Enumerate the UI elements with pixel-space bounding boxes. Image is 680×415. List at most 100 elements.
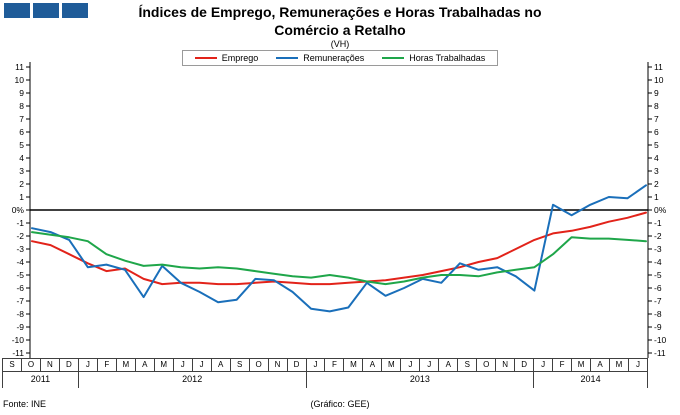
svg-text:1: 1 [19, 192, 24, 202]
svg-text:11: 11 [15, 62, 24, 72]
x-axis-month-label: J [420, 359, 440, 371]
svg-text:-8: -8 [16, 309, 24, 319]
svg-text:10: 10 [15, 75, 25, 85]
x-axis-month-label: M [572, 359, 592, 371]
x-axis-month-label: F [553, 359, 573, 371]
svg-text:-2: -2 [654, 231, 662, 241]
svg-text:0%: 0% [12, 205, 25, 215]
credit-note: (Gráfico: GEE) [310, 399, 370, 409]
svg-text:-7: -7 [654, 296, 662, 306]
x-axis-month-label: J [401, 359, 421, 371]
x-axis-month-label: O [250, 359, 269, 371]
svg-text:-6: -6 [654, 283, 662, 293]
chart-subtitle: (VH) [330, 39, 350, 49]
svg-text:-3: -3 [654, 244, 662, 254]
svg-text:1: 1 [654, 192, 659, 202]
legend-item-remuneracoes: Remunerações [276, 53, 364, 63]
svg-text:6: 6 [19, 127, 24, 137]
svg-text:-2: -2 [16, 231, 24, 241]
svg-text:10: 10 [654, 75, 664, 85]
svg-text:-1: -1 [654, 218, 662, 228]
x-axis-month-label: J [629, 359, 648, 371]
x-axis-month-label: N [496, 359, 516, 371]
svg-text:11: 11 [654, 62, 663, 72]
x-axis-year-label: 2013 [307, 372, 535, 388]
svg-text:8: 8 [654, 101, 659, 111]
logo-square [4, 3, 30, 18]
svg-text:2: 2 [19, 179, 24, 189]
x-axis-year-label: 2011 [3, 372, 79, 388]
legend-label-horas-trabalhadas: Horas Trabalhadas [409, 53, 486, 63]
x-axis-month-label: M [610, 359, 629, 371]
legend-box: Emprego Remunerações Horas Trabalhadas [181, 50, 499, 66]
x-axis-month-label: M [382, 359, 402, 371]
x-axis-month-label: N [41, 359, 60, 371]
source-note: Fonte: INE [3, 399, 47, 409]
svg-text:6: 6 [654, 127, 659, 137]
x-axis-month-label: D [288, 359, 307, 371]
x-axis-month-label: A [212, 359, 231, 371]
logo-square [33, 3, 59, 18]
x-axis-month-label: S [458, 359, 478, 371]
x-axis-month-label: N [269, 359, 288, 371]
svg-text:-5: -5 [654, 270, 662, 280]
title-line-2: Comércio a Retalho [274, 22, 406, 39]
svg-text:9: 9 [654, 88, 659, 98]
x-axis-month-label: F [325, 359, 345, 371]
x-axis-month-label: M [117, 359, 136, 371]
svg-text:-3: -3 [16, 244, 24, 254]
svg-text:-9: -9 [654, 322, 662, 332]
svg-text:-10: -10 [12, 335, 25, 345]
remuneracoes-line-swatch [276, 57, 299, 59]
svg-text:-4: -4 [16, 257, 24, 267]
x-axis-month-label: J [193, 359, 212, 371]
x-axis-month-label: A [363, 359, 383, 371]
legend-label-remuneracoes: Remunerações [303, 53, 365, 63]
x-axis-month-label: M [344, 359, 364, 371]
legend-label-emprego: Emprego [221, 53, 259, 63]
logo-squares [4, 3, 88, 18]
svg-text:8: 8 [19, 101, 24, 111]
x-axis-month-label: F [98, 359, 117, 371]
x-axis-month-label: A [439, 359, 459, 371]
svg-text:-7: -7 [16, 296, 24, 306]
x-axis-month-label: J [174, 359, 193, 371]
title-line-1: Índices de Emprego, Remunerações e Horas… [138, 4, 542, 20]
x-axis-month-label: D [60, 359, 79, 371]
x-axis-month-label: J [534, 359, 554, 371]
x-axis-month-label: A [136, 359, 155, 371]
x-axis-years: 2011 2012 2013 2014 [2, 372, 648, 388]
svg-text:4: 4 [654, 153, 659, 163]
x-axis-month-label: M [155, 359, 174, 371]
x-axis-month-label: A [591, 359, 610, 371]
emprego-line-swatch [194, 57, 217, 59]
legend-item-horas-trabalhadas: Horas Trabalhadas [382, 53, 485, 63]
x-axis-month-label: O [477, 359, 497, 371]
horas-trabalhadas-line-swatch [382, 57, 405, 59]
svg-text:-4: -4 [654, 257, 662, 267]
svg-text:5: 5 [19, 140, 24, 150]
x-axis-year-label: 2014 [534, 372, 648, 388]
svg-text:2: 2 [654, 179, 659, 189]
svg-text:-10: -10 [654, 335, 667, 345]
svg-text:-11: -11 [654, 348, 666, 358]
x-axis-month-label: J [307, 359, 326, 371]
svg-text:-9: -9 [16, 322, 24, 332]
svg-text:4: 4 [19, 153, 24, 163]
svg-text:5: 5 [654, 140, 659, 150]
page-title: Índices de Emprego, Remunerações e Horas… [0, 3, 680, 39]
x-axis-month-label: D [515, 359, 535, 371]
svg-text:3: 3 [19, 166, 24, 176]
svg-text:-8: -8 [654, 309, 662, 319]
x-axis-month-label: S [3, 359, 22, 371]
svg-text:3: 3 [654, 166, 659, 176]
logo-square [62, 3, 88, 18]
svg-text:-11: -11 [12, 348, 24, 358]
svg-text:9: 9 [19, 88, 24, 98]
x-axis-month-label: O [22, 359, 41, 371]
svg-text:-1: -1 [16, 218, 24, 228]
x-axis-month-label: S [231, 359, 250, 371]
